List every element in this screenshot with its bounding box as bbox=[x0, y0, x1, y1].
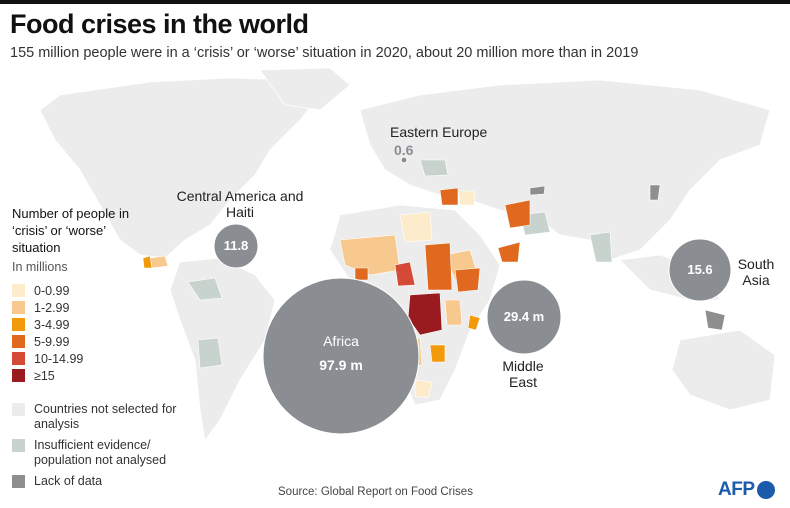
region-value-middle-east: 29.4 m bbox=[503, 309, 545, 324]
legend-label: 1-2.99 bbox=[34, 300, 70, 315]
bubble-central-america bbox=[213, 223, 259, 269]
legend-swatch bbox=[12, 439, 25, 452]
legend-title: Number of people in ‘crisis’ or ‘worse’ … bbox=[12, 206, 130, 255]
legend-item: Countries not selected for analysis bbox=[12, 402, 187, 432]
land-australia bbox=[671, 329, 776, 411]
legend-item: 1-2.99 bbox=[12, 299, 187, 316]
legend-label: Lack of data bbox=[34, 474, 103, 488]
region-label-middle-east: Middle East bbox=[502, 358, 544, 390]
land-europe-asia bbox=[359, 79, 771, 261]
insufficient-asia bbox=[419, 159, 613, 263]
lack-of-data bbox=[424, 184, 726, 331]
legend-label: Countries not selected for analysis bbox=[34, 402, 177, 431]
legend-item: 5-9.99 bbox=[12, 333, 187, 350]
legend-swatch bbox=[12, 403, 25, 416]
region-value-south-asia: 15.6 bbox=[687, 262, 713, 277]
region-value-central-america: 11.8 bbox=[223, 238, 249, 253]
legend-label: 5-9.99 bbox=[34, 334, 70, 349]
legend-item: Insufficient evidence/ population not an… bbox=[12, 438, 187, 468]
afp-logo-dot bbox=[756, 481, 775, 499]
afp-logo: AFP bbox=[718, 479, 775, 501]
legend-swatch bbox=[12, 475, 25, 488]
subtitle: 155 million people were in a ‘crisis’ or… bbox=[10, 45, 639, 61]
legend: Number of people in ‘crisis’ or ‘worse’ … bbox=[12, 205, 187, 489]
legend-item: 10-14.99 bbox=[12, 350, 187, 367]
land-greenland bbox=[259, 67, 351, 111]
class-5-10 bbox=[354, 187, 531, 293]
legend-label: 10-14.99 bbox=[34, 351, 84, 366]
legend-label: 3-4.99 bbox=[34, 317, 70, 332]
region-label-central-america: Central America and Haiti bbox=[176, 188, 304, 220]
legend-item: ≥15 bbox=[12, 367, 187, 384]
legend-label: 0-0.99 bbox=[34, 283, 70, 298]
class-10-15 bbox=[394, 261, 416, 287]
bubble-eastern-europe bbox=[400, 156, 408, 164]
legend-item: 0-0.99 bbox=[12, 282, 187, 299]
region-label-south-asia: South Asia bbox=[737, 256, 775, 288]
legend-label: ≥15 bbox=[34, 368, 55, 383]
legend-swatch bbox=[12, 369, 25, 382]
class-15-plus bbox=[407, 292, 443, 336]
legend-swatch bbox=[12, 318, 25, 331]
afp-logo-text: AFP bbox=[718, 479, 755, 500]
legend-label: Insufficient evidence/ population not an… bbox=[34, 438, 167, 467]
land-south-america bbox=[169, 257, 276, 441]
region-label-eastern-europe: Eastern Europe bbox=[390, 124, 488, 140]
legend-item: Lack of data bbox=[12, 474, 187, 489]
top-rule bbox=[0, 0, 790, 4]
bubble-south-asia bbox=[668, 238, 732, 302]
class-3-5 bbox=[142, 255, 481, 363]
insufficient-south-america bbox=[187, 277, 223, 369]
page-title: Food crises in the world bbox=[10, 9, 309, 39]
region-label-africa: Africa bbox=[323, 333, 359, 349]
legend-unit: In millions bbox=[12, 260, 68, 274]
legend-swatch bbox=[12, 352, 25, 365]
region-value-africa: 97.9 m bbox=[319, 357, 363, 373]
source-note: Source: Global Report on Food Crises bbox=[278, 486, 473, 498]
bubble-africa bbox=[262, 277, 420, 435]
bubble-middle-east bbox=[486, 279, 562, 355]
legend-item: 3-4.99 bbox=[12, 316, 187, 333]
legend-swatch bbox=[12, 301, 25, 314]
legend-swatch bbox=[12, 284, 25, 297]
legend-swatch bbox=[12, 335, 25, 348]
region-value-eastern-europe: 0.6 bbox=[394, 142, 414, 158]
